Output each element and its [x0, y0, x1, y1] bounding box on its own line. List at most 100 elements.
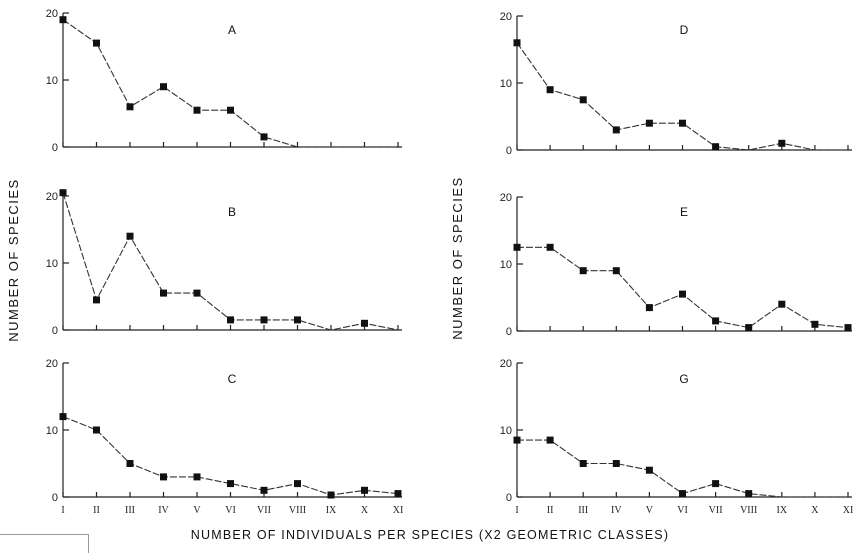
- panel-label-d: D: [680, 23, 689, 37]
- panel-d: 0 10 20 D: [500, 11, 852, 157]
- data-point-a: [193, 106, 201, 114]
- y-tick-label-g: 20: [500, 358, 512, 370]
- data-point-e: [811, 320, 819, 328]
- x-axis-label: NUMBER OF INDIVIDUALS PER SPECIES (X2 GE…: [190, 528, 670, 542]
- data-point-b: [294, 316, 301, 324]
- panel-a: 0 10 20 A: [46, 8, 402, 154]
- data-point-c: [93, 426, 100, 434]
- x-tick-label-c: XI: [393, 505, 404, 516]
- x-tick-label-c: VI: [225, 505, 236, 516]
- data-point-b: [126, 232, 134, 240]
- panel-label-c: C: [228, 372, 237, 386]
- panel-e: 0 10 20 E: [500, 192, 852, 338]
- data-point-e: [712, 317, 720, 325]
- y-tick-label-b: 0: [52, 325, 58, 337]
- data-point-d: [579, 96, 587, 104]
- x-tick-label-g: I: [515, 505, 518, 516]
- data-point-d: [645, 119, 653, 127]
- series-line-g: [517, 439, 848, 498]
- data-point-d: [546, 86, 554, 94]
- series-line-e: [517, 246, 849, 329]
- data-point-e: [679, 290, 686, 298]
- data-point-a: [126, 103, 134, 111]
- x-tick-label-g: X: [811, 505, 819, 516]
- data-point-e: [745, 324, 753, 332]
- data-point-g: [645, 466, 653, 474]
- x-tick-label-c: IX: [326, 505, 337, 516]
- panel-b: 0 10 20 B: [46, 189, 402, 337]
- data-point-g: [546, 436, 554, 444]
- y-tick-label-a: 0: [52, 142, 58, 154]
- data-point-g: [679, 490, 686, 498]
- data-point-g: [579, 460, 587, 467]
- x-tick-label-c: V: [193, 505, 201, 516]
- x-tick-label-c: VII: [257, 505, 271, 516]
- x-tick-label-g: V: [646, 505, 654, 516]
- y-tick-label-a: 10: [46, 75, 58, 87]
- series-line-c: [62, 416, 399, 496]
- panel-label-g: G: [679, 372, 688, 386]
- data-point-e: [546, 243, 554, 251]
- data-point-a: [260, 133, 268, 141]
- data-point-c: [394, 490, 402, 498]
- x-tick-label-g: VIII: [740, 505, 757, 516]
- data-point-e: [513, 243, 521, 251]
- y-tick-label-e: 20: [500, 192, 512, 204]
- y-tick-label-c: 20: [46, 358, 58, 370]
- y-tick-label-d: 0: [506, 145, 512, 157]
- y-axis-label-left: NUMBER OF SPECIES: [6, 178, 21, 341]
- data-point-a: [93, 39, 100, 47]
- x-tick-label-g: II: [547, 505, 554, 516]
- data-point-e: [612, 267, 620, 275]
- y-tick-label-g: 10: [500, 425, 512, 437]
- data-point-g: [745, 490, 753, 498]
- y-tick-label-b: 10: [46, 258, 58, 270]
- x-tick-label-c: X: [361, 505, 369, 516]
- y-tick-label-c: 10: [46, 425, 58, 437]
- data-point-a: [59, 16, 67, 24]
- data-point-e: [844, 324, 852, 332]
- data-point-g: [612, 460, 620, 467]
- data-point-b: [93, 296, 100, 304]
- panel-label-b: B: [228, 205, 236, 219]
- y-tick-label-d: 20: [500, 11, 512, 23]
- data-point-d: [712, 143, 720, 151]
- data-point-c: [361, 486, 368, 494]
- x-tick-label-g: IV: [611, 505, 622, 516]
- corner-frame: [0, 534, 89, 553]
- data-point-e: [645, 304, 653, 312]
- y-tick-label-d: 10: [500, 78, 512, 90]
- series-line-d: [516, 42, 848, 151]
- data-point-c: [126, 460, 134, 467]
- x-tick-label-g: XI: [843, 505, 854, 516]
- y-tick-label-a: 20: [46, 8, 58, 20]
- data-point-c: [59, 413, 67, 421]
- x-tick-label-g: IX: [777, 505, 788, 516]
- series-line-a: [62, 19, 398, 148]
- data-point-c: [327, 491, 335, 499]
- panel-label-e: E: [680, 205, 688, 219]
- y-tick-label-e: 10: [500, 259, 512, 271]
- data-point-b: [59, 189, 67, 197]
- data-point-b: [361, 319, 368, 327]
- data-point-d: [679, 119, 686, 127]
- y-tick-label-e: 0: [506, 326, 512, 338]
- x-tick-label-c: VIII: [289, 505, 306, 516]
- data-point-c: [193, 473, 201, 481]
- data-point-e: [778, 300, 786, 308]
- x-tick-label-c: I: [61, 505, 64, 516]
- data-point-b: [193, 289, 201, 297]
- data-point-b: [260, 316, 268, 324]
- y-tick-label-g: 0: [506, 492, 512, 504]
- data-point-d: [778, 139, 786, 147]
- data-point-b: [160, 289, 167, 297]
- x-tick-label-c: II: [93, 505, 100, 516]
- x-tick-label-c: IV: [158, 505, 169, 516]
- data-point-a: [160, 83, 167, 91]
- x-tick-label-c: III: [125, 505, 135, 516]
- panel-label-a: A: [228, 23, 236, 37]
- data-point-c: [160, 473, 167, 481]
